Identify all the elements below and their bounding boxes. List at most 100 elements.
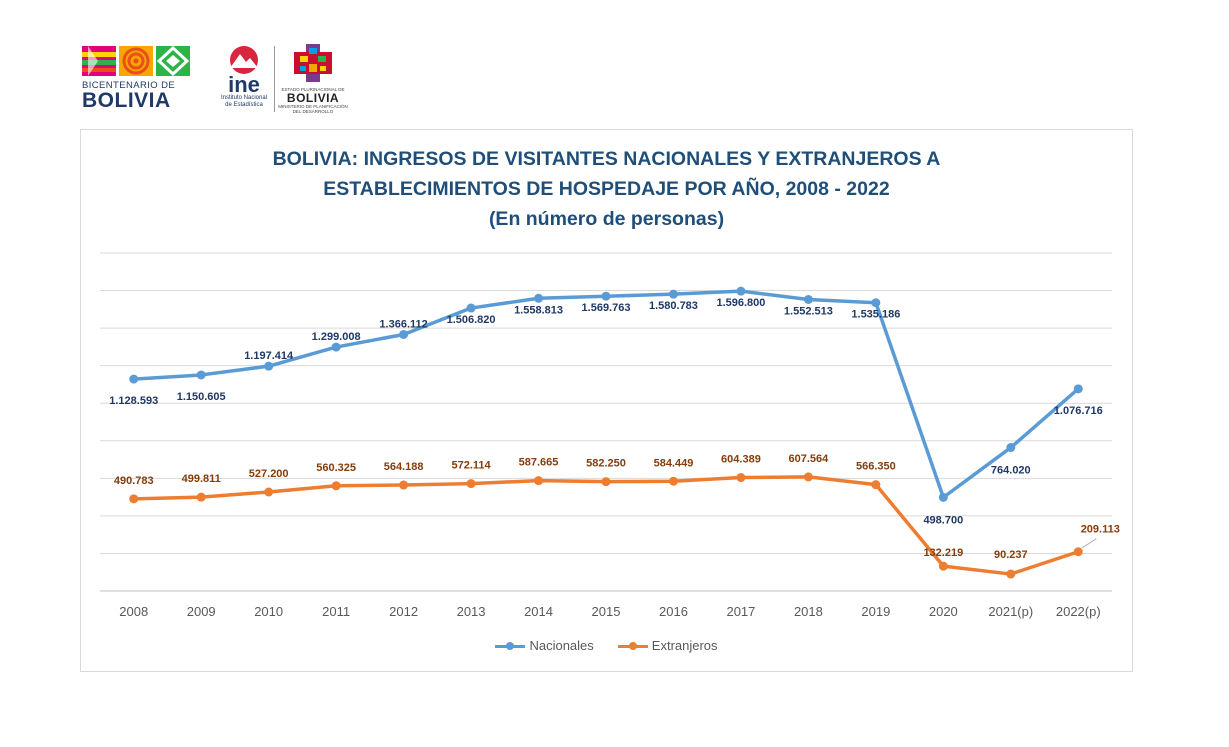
data-label-extranjeros: 607.564 [789, 453, 830, 465]
data-point-nacionales [736, 286, 746, 296]
data-label-nacionales: 1.535.186 [851, 309, 900, 321]
legend-label-extranjeros: Extranjeros [651, 638, 718, 653]
data-label-nacionales: 1.506.820 [447, 314, 496, 326]
bicentenario-logo: BICENTENARIO DE BOLIVIA [82, 46, 200, 116]
x-tick-label: 2011 [322, 604, 350, 619]
data-point-extranjeros [129, 494, 139, 504]
data-label-nacionales: 1.569.763 [582, 302, 631, 314]
chart-subtitle: (En número de personas) [488, 208, 725, 230]
data-label-nacionales: 1.558.813 [514, 304, 563, 316]
logo-divider [274, 46, 275, 112]
data-label-extranjeros: 527.200 [249, 468, 289, 480]
data-label-nacionales: 1.552.513 [784, 305, 833, 317]
data-label-extranjeros: 604.389 [721, 454, 761, 466]
chart-title-line1: BOLIVIA: INGRESOS DE VISITANTES NACIONAL… [272, 148, 941, 170]
data-point-nacionales [196, 370, 206, 380]
legend-swatch-nacionales [495, 641, 526, 651]
estado-line2: BOLIVIA [286, 91, 340, 105]
x-tick-label: 2021(p) [988, 604, 1033, 619]
data-point-extranjeros [803, 472, 813, 482]
data-point-nacionales [803, 294, 813, 304]
data-label-extranjeros: 499.811 [182, 473, 221, 485]
data-point-extranjeros [331, 481, 341, 491]
data-point-extranjeros [196, 492, 206, 502]
data-point-nacionales [1073, 384, 1083, 394]
x-tick-label: 2009 [187, 604, 216, 619]
chart-title-line2: ESTABLECIMIENTOS DE HOSPEDAJE POR AÑO, 2… [323, 178, 890, 200]
data-label-nacionales: 498.700 [923, 514, 963, 526]
bicentenario-icons [82, 46, 200, 76]
bicentenario-line1: BICENTENARIO DE [82, 80, 176, 91]
data-point-nacionales [129, 374, 139, 384]
data-label-extranjeros: 584.449 [654, 457, 694, 469]
data-point-nacionales [331, 342, 341, 352]
data-label-nacionales: 1.128.593 [109, 395, 158, 407]
data-label-extranjeros: 564.188 [384, 461, 424, 473]
data-label-nacionales: 1.596.800 [716, 297, 765, 309]
data-label-nacionales: 1.076.716 [1054, 405, 1103, 417]
ine-logo: ine Instituto Nacional de Estadística [218, 44, 270, 114]
chart-title: BOLIVIA: INGRESOS DE VISITANTES NACIONAL… [81, 144, 1132, 234]
data-label-nacionales: 1.580.783 [649, 300, 698, 312]
x-tick-label: 2016 [659, 604, 688, 619]
estado-line3: MINISTERIO DE PLANIFICACIÓN DEL DESARROL… [278, 104, 348, 114]
bicentenario-diamond-icon [156, 46, 190, 76]
x-tick-label: 2022(p) [1056, 604, 1101, 619]
data-label-nacionales: 1.299.008 [312, 331, 361, 343]
x-tick-label: 2012 [389, 604, 418, 619]
ine-sub1: Instituto Nacional [220, 95, 268, 101]
data-point-extranjeros [668, 476, 678, 486]
chakana-icon [294, 44, 332, 82]
data-point-nacionales [466, 303, 476, 313]
data-point-nacionales [668, 289, 678, 299]
data-point-extranjeros [1073, 547, 1083, 557]
data-label-nacionales: 1.150.605 [177, 391, 226, 403]
data-label-nacionales: 1.197.414 [244, 350, 294, 362]
x-tick-label: 2020 [929, 604, 958, 619]
data-label-nacionales: 1.366.112 [379, 318, 427, 330]
data-point-nacionales [601, 291, 611, 301]
bicentenario-line2: BOLIVIA [82, 89, 171, 112]
legend-item-nacionales[interactable]: Nacionales [495, 638, 594, 653]
data-point-extranjeros [871, 480, 881, 490]
data-point-nacionales [871, 298, 881, 308]
x-tick-label: 2015 [592, 604, 621, 619]
x-tick-label: 2008 [119, 604, 148, 619]
data-point-nacionales [1006, 443, 1016, 453]
data-point-extranjeros [1006, 569, 1016, 579]
x-tick-label: 2017 [726, 604, 755, 619]
ine-mountain-icon [230, 46, 258, 74]
data-point-extranjeros [601, 477, 611, 487]
data-point-extranjeros [399, 480, 409, 490]
header-logos: BICENTENARIO DE BOLIVIA ine Instituto Na… [82, 44, 362, 116]
data-point-nacionales [534, 293, 544, 303]
data-label-nacionales: 764.020 [991, 465, 1031, 477]
data-label-extranjeros: 132.219 [923, 547, 963, 559]
line-chart: 2008 2009 2010 2011 2012 2013 2014 2015 2016 2017… [100, 252, 1120, 619]
legend-item-extranjeros[interactable]: Extranjeros [617, 638, 718, 653]
chart-legend: Nacionales Extranjeros [81, 638, 1132, 653]
estado-plurinacional-logo: ESTADO PLURINACIONAL DE BOLIVIA MINISTER… [278, 44, 348, 116]
ine-sub2: de Estadística [225, 102, 263, 108]
data-label-extranjeros: 490.783 [114, 475, 154, 487]
data-label-extranjeros: 560.325 [316, 462, 356, 474]
data-label-extranjeros: 572.114 [451, 460, 491, 472]
x-tick-label: 2010 [254, 604, 283, 619]
bicentenario-spiral-icon [119, 46, 153, 76]
data-label-extranjeros: 582.250 [586, 458, 626, 470]
legend-label-nacionales: Nacionales [529, 638, 594, 653]
data-point-nacionales [264, 361, 274, 371]
x-tick-label: 2018 [794, 604, 823, 619]
data-point-nacionales [938, 492, 948, 502]
data-point-extranjeros [736, 473, 746, 483]
data-label-leader-line [1081, 538, 1097, 549]
ine-word: ine [228, 72, 260, 97]
bicentenario-stripes-icon [82, 46, 116, 76]
data-label-extranjeros: 209.113 [1081, 524, 1120, 536]
chart-frame: BOLIVIA: INGRESOS DE VISITANTES NACIONAL… [80, 129, 1133, 672]
data-point-extranjeros [264, 487, 274, 497]
data-point-extranjeros [466, 479, 476, 489]
data-point-extranjeros [534, 476, 544, 486]
data-label-extranjeros: 587.665 [519, 457, 559, 469]
estado-line1: ESTADO PLURINACIONAL DE [281, 87, 345, 92]
